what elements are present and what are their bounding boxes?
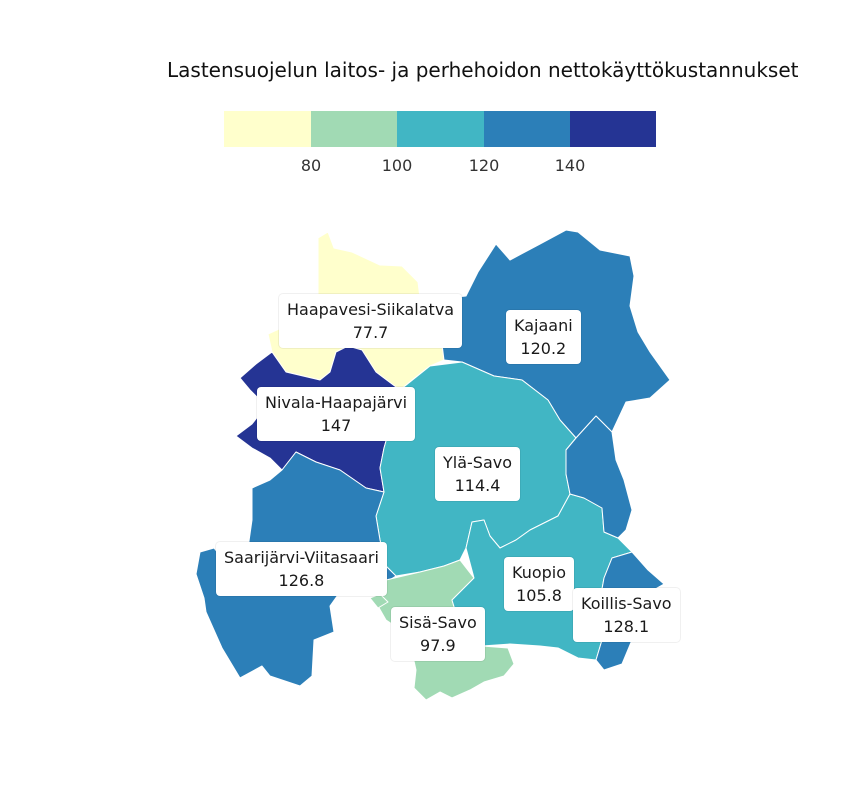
region-name: Nivala-Haapajärvi — [265, 393, 408, 412]
map-title: Lastensuojelun laitos- ja perhehoidon ne… — [167, 58, 799, 82]
region-value: 97.9 — [420, 636, 456, 655]
region-value: 128.1 — [603, 617, 650, 636]
region-value: 77.7 — [352, 323, 389, 342]
region-name: Ylä-Savo — [443, 453, 513, 472]
legend-swatch-3 — [397, 111, 484, 147]
region-koillis-savo[interactable] — [565, 415, 665, 671]
legend-swatch-1 — [224, 111, 311, 147]
legend-tick-80: 80 — [300, 156, 322, 175]
region-value: 126.8 — [278, 571, 325, 590]
region-name: Koillis-Savo — [581, 594, 672, 613]
label-koillis-savo: Koillis-Savo 128.1 — [573, 588, 680, 642]
region-value: 114.4 — [454, 476, 501, 495]
region-value: 147 — [320, 416, 352, 435]
legend-tick-140: 140 — [554, 156, 586, 175]
legend-tick-120: 120 — [468, 156, 500, 175]
legend-swatch-2 — [311, 111, 397, 147]
region-name: Kajaani — [514, 316, 573, 335]
legend-swatch-4 — [484, 111, 570, 147]
label-saarijarvi-viitasaari: Saarijärvi-Viitasaari 126.8 — [216, 542, 387, 596]
region-name: Sisä-Savo — [399, 613, 477, 632]
legend-swatch-5 — [570, 111, 656, 147]
label-kajaani: Kajaani 120.2 — [506, 310, 581, 364]
region-value: 105.8 — [516, 586, 562, 605]
legend-tick-100: 100 — [381, 156, 413, 175]
label-yla-savo: Ylä-Savo 114.4 — [435, 447, 521, 501]
label-sisa-savo: Sisä-Savo 97.9 — [391, 607, 485, 661]
region-value: 120.2 — [520, 339, 567, 358]
region-name: Saarijärvi-Viitasaari — [224, 548, 379, 567]
label-haapavesi-siikalatva: Haapavesi-Siikalatva 77.7 — [279, 294, 463, 348]
region-name: Kuopio — [512, 563, 567, 582]
region-name: Haapavesi-Siikalatva — [287, 300, 455, 319]
label-kuopio: Kuopio 105.8 — [504, 557, 575, 611]
label-nivala-haapajarvi: Nivala-Haapajärvi 147 — [257, 387, 416, 441]
